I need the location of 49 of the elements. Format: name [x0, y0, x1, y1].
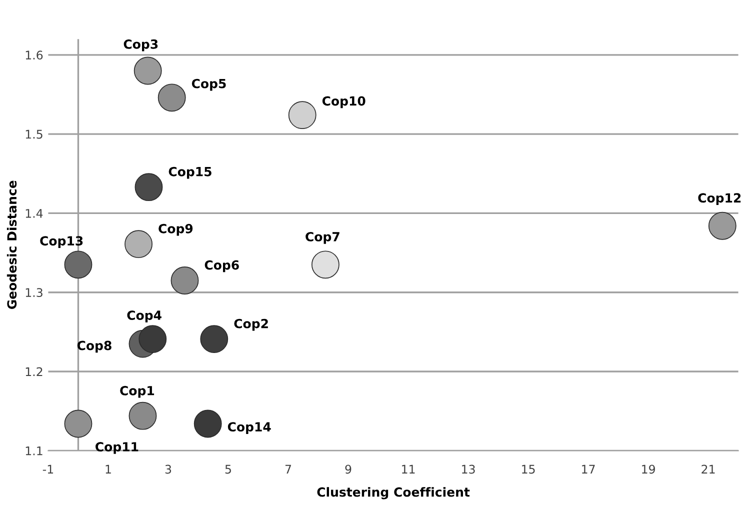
x-tick-label: 19 [642, 464, 655, 474]
y-tick-label: 1.3 [26, 288, 42, 298]
x-tick-label: 21 [702, 464, 715, 474]
point [134, 173, 163, 202]
annotation: Cop2 [234, 318, 268, 331]
point [311, 250, 340, 279]
point [124, 230, 152, 258]
x-tick-label: 3 [165, 464, 172, 474]
y-tick-label: 1.6 [26, 50, 43, 60]
annotation: Cop14 [228, 422, 271, 434]
annotation: Cop1 [120, 386, 154, 398]
annotation: Cop4 [127, 310, 162, 322]
point [158, 84, 186, 112]
annotation: Cop13 [40, 236, 83, 248]
point [708, 212, 736, 240]
annotation: Cop10 [322, 96, 366, 108]
y-tick-label: 1.2 [26, 367, 42, 376]
point [194, 410, 222, 438]
y-axis-title: Geodesic Distance [6, 180, 17, 310]
y-tick-label: 1.5 [26, 130, 42, 139]
annotation: Cop7 [306, 232, 340, 244]
annotation: Cop5 [192, 78, 226, 91]
point [64, 410, 92, 438]
annotation: Cop12 [698, 193, 741, 206]
point [200, 325, 228, 354]
x-tick-label: 13 [462, 464, 475, 474]
annotation: Cop15 [168, 166, 212, 179]
x-tick-label: 15 [522, 464, 535, 474]
point [64, 250, 92, 279]
point [138, 325, 167, 354]
x-axis-title: Clustering Coefficient [317, 487, 470, 500]
x-tick-label: 11 [402, 464, 415, 474]
x-tick-label: 1 [106, 464, 111, 474]
annotation: Cop3 [124, 39, 158, 52]
annotation: Cop11 [96, 442, 138, 454]
point [288, 101, 316, 130]
point [128, 402, 157, 430]
x-tick-label: 17 [582, 464, 595, 474]
x-tick-label: -1 [42, 464, 54, 474]
point [170, 266, 199, 294]
x-tick-label: 9 [345, 464, 352, 474]
y-tick-label: 1.4 [26, 209, 43, 218]
annotation: Cop8 [77, 340, 112, 353]
annotation: Cop6 [204, 260, 239, 272]
x-tick-label: 7 [285, 464, 291, 474]
y-tick-label: 1.1 [26, 446, 42, 456]
point [134, 56, 162, 85]
x-tick-label: 5 [225, 464, 231, 474]
annotation: Cop9 [158, 224, 193, 236]
